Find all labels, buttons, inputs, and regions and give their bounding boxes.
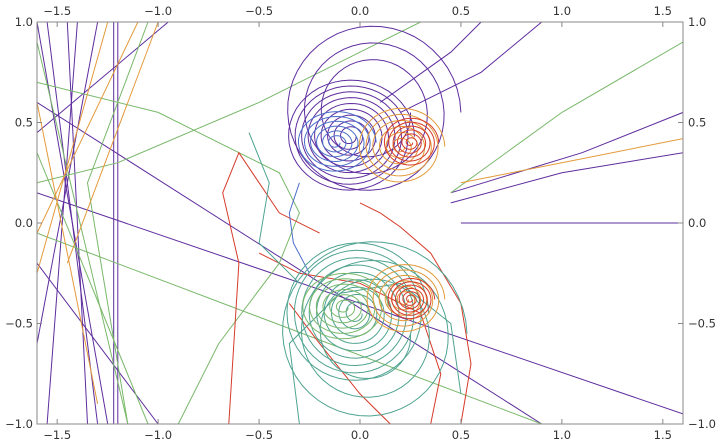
y-tick-label-right: −0.5 bbox=[688, 317, 716, 331]
y-tick-label-right: 0.5 bbox=[688, 116, 706, 130]
x-tick-label-top: −1.5 bbox=[43, 4, 71, 18]
spiral-contour-orange bbox=[366, 264, 446, 333]
y-tick-label-left: 1.0 bbox=[15, 15, 33, 29]
contour-line-blue bbox=[288, 182, 310, 274]
contour-line-purple bbox=[46, 22, 78, 424]
contour-line-red bbox=[258, 252, 442, 424]
contour-line-teal bbox=[288, 282, 462, 424]
contour-line-teal bbox=[248, 132, 300, 284]
x-tick-label-bottom: 1.0 bbox=[553, 428, 571, 442]
spiral-contour-red bbox=[383, 117, 440, 166]
contour-line-green bbox=[450, 41, 683, 194]
plot-curves bbox=[37, 22, 683, 424]
y-tick-label-right: 0.0 bbox=[688, 216, 706, 230]
x-tick-label-bottom: −0.5 bbox=[245, 428, 273, 442]
x-tick-label-bottom: −1.5 bbox=[43, 428, 71, 442]
contour-line-purple bbox=[37, 22, 99, 344]
axis-ticks bbox=[37, 21, 683, 425]
contour-line-red bbox=[359, 202, 472, 424]
y-tick-label-left: 0.5 bbox=[15, 116, 33, 130]
spiral-contour-purple bbox=[287, 25, 462, 191]
spiral-contour-purple bbox=[288, 79, 415, 191]
contour-line-red bbox=[288, 303, 391, 424]
x-tick-label-top: 0.0 bbox=[351, 4, 369, 18]
x-tick-label-top: 1.5 bbox=[654, 4, 672, 18]
x-tick-label-top: 0.5 bbox=[452, 4, 470, 18]
contour-line-purple bbox=[450, 152, 683, 204]
x-tick-label-bottom: 0.5 bbox=[452, 428, 470, 442]
contour-line-purple bbox=[46, 22, 99, 424]
contour-line-green bbox=[37, 41, 129, 424]
contour-line-purple bbox=[379, 22, 482, 103]
y-tick-label-right: 1.0 bbox=[688, 15, 706, 29]
contour-line-green bbox=[37, 81, 300, 424]
contour-line-purple bbox=[37, 101, 542, 424]
x-tick-label-top: 1.0 bbox=[553, 4, 571, 18]
contour-line-orange bbox=[37, 22, 139, 234]
contour-line-purple bbox=[66, 22, 88, 424]
x-tick-label-bottom: 0.0 bbox=[351, 428, 369, 442]
contour-line-green bbox=[37, 152, 149, 424]
contour-line-purple bbox=[37, 22, 169, 133]
contour-line-purple bbox=[450, 111, 683, 194]
x-tick-label-top: −1.0 bbox=[144, 4, 172, 18]
y-tick-label-left: −0.5 bbox=[5, 317, 33, 331]
y-tick-label-left: −1.0 bbox=[5, 417, 33, 431]
contour-line-green bbox=[37, 22, 421, 184]
spiral-contour-orange bbox=[358, 107, 446, 183]
spiral-contour-blue bbox=[297, 111, 377, 172]
axis-tick-labels: −1.5 −1.5 −1.0 −1.0 −0.5 −0.5 0.0 0.0 0.5 0.5 1.0 1… bbox=[5, 4, 716, 442]
y-tick-label-right: −1.0 bbox=[688, 417, 716, 431]
contour-line-green bbox=[86, 22, 149, 424]
contour-line-purple bbox=[400, 22, 543, 113]
spiral-contour-teal bbox=[286, 242, 430, 381]
contour-line-orange bbox=[460, 138, 683, 184]
x-tick-label-bottom: −1.0 bbox=[144, 428, 172, 442]
contour-line-orange bbox=[66, 22, 159, 264]
x-tick-label-bottom: 1.5 bbox=[654, 428, 672, 442]
y-tick-label-left: 0.0 bbox=[15, 216, 33, 230]
contour-line-red bbox=[222, 151, 320, 424]
contour-line-orange bbox=[37, 102, 99, 404]
contour-line-purple bbox=[37, 262, 159, 424]
spiral-contour-red bbox=[387, 277, 436, 320]
contour-line-orange bbox=[37, 22, 109, 274]
x-tick-label-top: −0.5 bbox=[245, 4, 273, 18]
